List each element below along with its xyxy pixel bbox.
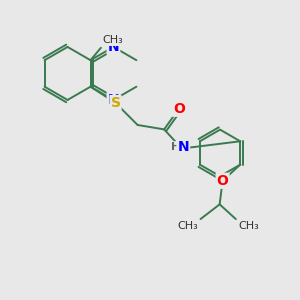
Text: N: N (108, 93, 119, 107)
Text: O: O (217, 174, 229, 188)
Text: CH₃: CH₃ (102, 35, 123, 45)
Text: H: H (171, 142, 180, 152)
Text: CH₃: CH₃ (238, 221, 259, 231)
Text: N: N (177, 140, 189, 154)
Text: CH₃: CH₃ (177, 221, 198, 231)
Text: N: N (108, 40, 119, 54)
Text: S: S (110, 96, 121, 110)
Text: O: O (173, 102, 185, 116)
